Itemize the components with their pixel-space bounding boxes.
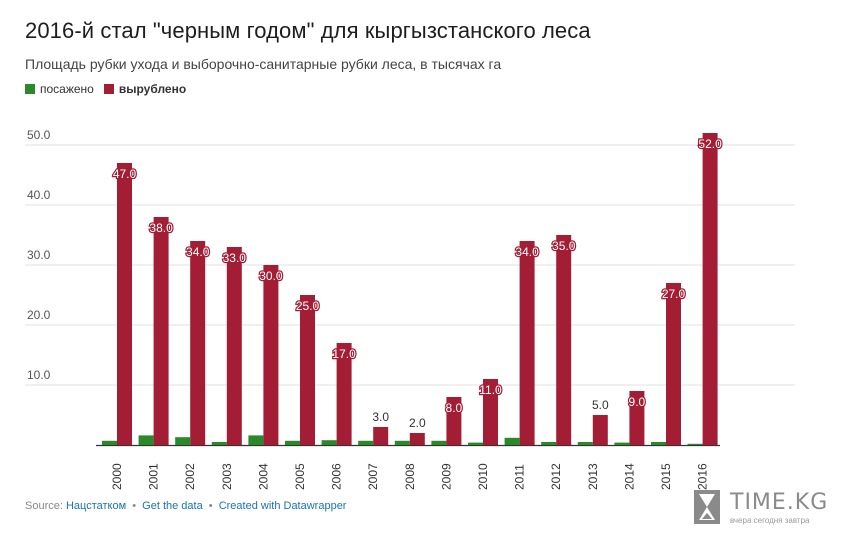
x-tick-label: 2009: [439, 463, 453, 490]
footer-separator: •: [208, 500, 213, 512]
cut-bar: [190, 241, 206, 445]
cut-bar: [629, 391, 645, 445]
planted-bar: [504, 437, 520, 445]
x-tick-label: 2010: [476, 463, 490, 490]
legend-swatch-cut: [103, 84, 114, 94]
data-label: 34.0: [186, 245, 210, 259]
legend-label-cut: вырублено: [118, 82, 187, 96]
planted-bar: [614, 442, 630, 445]
x-tick-label: 2003: [220, 463, 234, 490]
planted-bar: [211, 442, 227, 445]
data-label: 35.0: [552, 239, 576, 253]
data-label: 34.0: [515, 245, 539, 259]
time-kg-logo: TIME.KG вчера сегодня завтра: [692, 488, 832, 528]
cut-bar: [519, 241, 535, 445]
cut-bar: [483, 379, 498, 445]
x-tick-label: 2001: [147, 463, 161, 490]
chart-subtitle: Площадь рубки ухода и выборочно-санитарн…: [25, 56, 502, 72]
y-tick-label: 50.0: [27, 128, 51, 142]
cut-bar: [300, 295, 315, 445]
data-label: 3.0: [372, 410, 389, 424]
planted-bar: [468, 442, 483, 445]
x-tick-label: 2008: [403, 463, 417, 490]
logo-name: TIME.KG: [730, 490, 829, 515]
x-tick-label: 2013: [586, 463, 600, 490]
planted-bar: [175, 437, 191, 445]
x-tick-label: 2004: [256, 463, 270, 490]
legend: посажено вырублено: [25, 82, 186, 96]
data-label: 2.0: [409, 416, 426, 430]
planted-bar: [102, 440, 117, 445]
y-tick-label: 10.0: [27, 368, 51, 382]
legend-label-planted: посажено: [40, 82, 94, 96]
cut-bar: [446, 397, 462, 445]
data-label: 5.0: [592, 398, 609, 412]
planted-bar: [687, 443, 703, 445]
planted-bar: [321, 440, 337, 445]
planted-bar: [577, 442, 593, 445]
data-label: 27.0: [662, 287, 686, 301]
data-label: 11.0: [479, 383, 502, 397]
y-tick-label: 20.0: [27, 308, 51, 322]
cut-bar: [226, 247, 242, 445]
planted-bar: [358, 440, 374, 445]
x-tick-label: 2006: [330, 463, 344, 490]
get-data-link[interactable]: Get the data: [142, 500, 203, 512]
legend-item-cut: вырублено: [103, 82, 187, 96]
data-label: 47.0: [113, 167, 137, 181]
planted-bar: [138, 435, 154, 445]
datawrapper-link[interactable]: Created with Datawrapper: [218, 500, 347, 512]
legend-swatch-planted: [25, 84, 35, 94]
planted-bar: [651, 442, 666, 445]
legend-item-planted: посажено: [25, 82, 94, 96]
cut-bar: [666, 283, 681, 445]
cut-bar: [592, 415, 608, 445]
planted-bar: [541, 442, 557, 445]
y-tick-label: 30.0: [27, 248, 51, 262]
cut-bar: [702, 133, 718, 445]
planted-bar: [248, 435, 264, 445]
x-tick-label: 2011: [513, 464, 527, 490]
y-tick-label: 40.0: [27, 188, 51, 202]
x-tick-label: 2002: [183, 463, 197, 490]
data-label: 25.0: [296, 299, 320, 313]
x-tick-label: 2015: [659, 463, 673, 490]
data-label: 17.0: [332, 347, 356, 361]
cut-bar: [409, 433, 425, 445]
x-tick-label: 2007: [366, 463, 380, 490]
data-label: 9.0: [629, 395, 646, 409]
hourglass-icon: [694, 490, 720, 524]
data-label: 30.0: [259, 269, 283, 283]
x-tick-label: 2016: [696, 463, 710, 490]
planted-bar: [394, 440, 410, 445]
planted-bar: [431, 440, 447, 445]
footer: Source: Нацстатком • Get the data • Crea…: [25, 500, 346, 512]
x-tick-label: 2005: [293, 463, 307, 490]
cut-bar: [556, 235, 572, 445]
cut-bar: [373, 427, 389, 445]
data-label: 52.0: [698, 137, 722, 151]
data-label: 8.0: [446, 401, 463, 415]
chart-title: 2016-й стал "черным годом" для кыргызста…: [25, 18, 591, 43]
cut-bar: [263, 265, 279, 445]
logo-tagline: вчера сегодня завтра: [730, 516, 810, 525]
cut-bar: [336, 343, 352, 445]
x-tick-label: 2000: [110, 463, 124, 490]
source-link[interactable]: Нацстатком: [65, 500, 127, 512]
source-label: Source:: [25, 500, 63, 512]
footer-separator: •: [132, 500, 137, 512]
x-tick-label: 2012: [549, 463, 563, 490]
cut-bar: [117, 163, 132, 445]
data-label: 33.0: [223, 251, 247, 265]
x-tick-label: 2014: [622, 463, 636, 490]
planted-bar: [285, 440, 300, 445]
cut-bar: [153, 217, 169, 445]
data-label: 38.0: [149, 221, 173, 235]
